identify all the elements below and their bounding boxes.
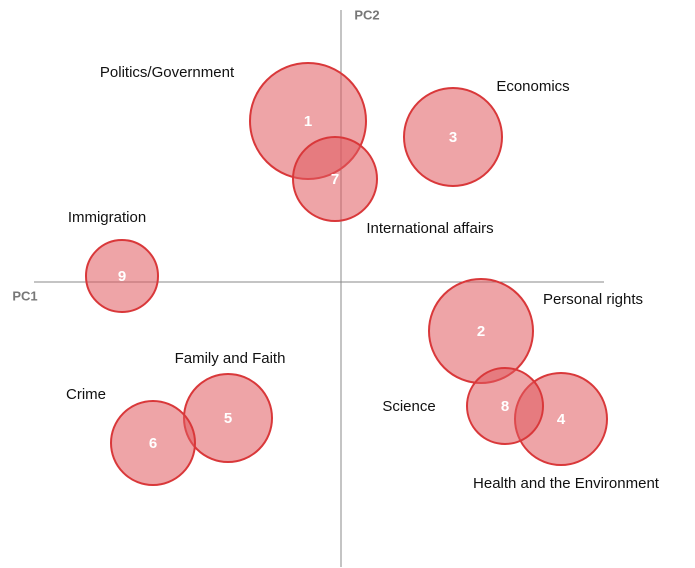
- bubble: [403, 87, 503, 187]
- category-name: International affairs: [366, 220, 493, 237]
- category-name: Family and Faith: [175, 350, 286, 367]
- bubble-label: 9: [118, 268, 126, 285]
- bubble: [466, 367, 544, 445]
- bubble: [85, 239, 159, 313]
- bubble-label: 4: [557, 411, 566, 428]
- bubble-label: 8: [501, 398, 509, 415]
- bubble-label: 1: [304, 113, 312, 130]
- category-name: Politics/Government: [100, 64, 235, 81]
- bubble: [110, 400, 196, 486]
- category-name: Health and the Environment: [473, 475, 660, 492]
- category-name: Crime: [66, 386, 106, 403]
- bubble-label: 7: [331, 171, 339, 188]
- category-name: Personal rights: [543, 291, 643, 308]
- category-name: Immigration: [68, 209, 146, 226]
- x-axis-label: PC1: [12, 288, 37, 303]
- bubble-label: 6: [149, 435, 157, 452]
- bubble-label: 3: [449, 129, 457, 146]
- bubble: [292, 136, 378, 222]
- category-name: Economics: [496, 78, 569, 95]
- y-axis-label: PC2: [354, 7, 379, 22]
- category-name: Science: [382, 398, 435, 415]
- bubble-label: 2: [477, 323, 485, 340]
- bubble-label: 5: [224, 410, 232, 427]
